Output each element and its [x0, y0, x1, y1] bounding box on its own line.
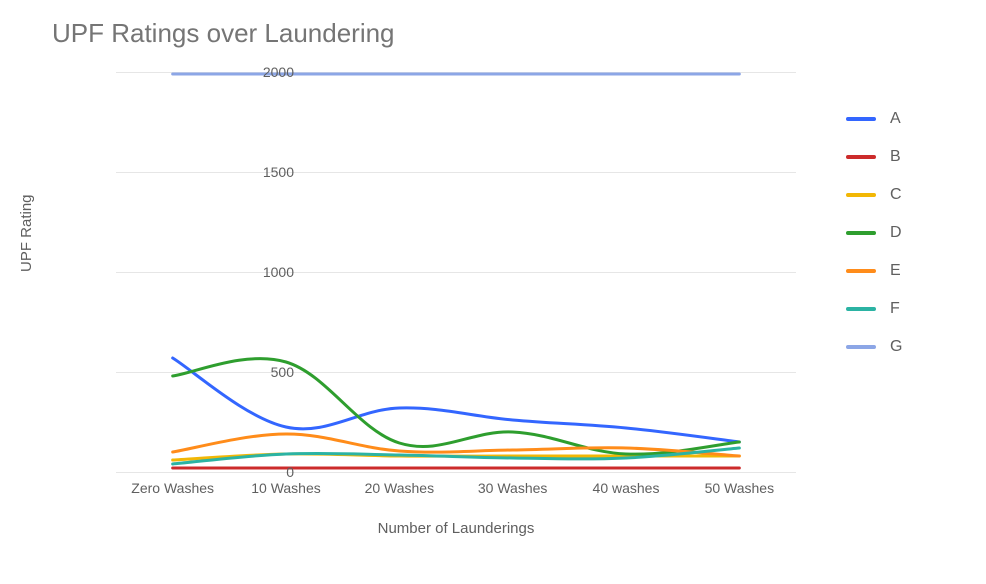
legend-label: B: [890, 148, 901, 166]
chart-lines-svg: [116, 72, 796, 472]
legend: A B C D E F G: [846, 110, 902, 356]
x-tick-label: 50 Washes: [705, 480, 775, 496]
legend-label: F: [890, 300, 900, 318]
x-tick-label: 10 Washes: [251, 480, 321, 496]
gridline: [116, 472, 796, 473]
x-tick-label: 20 Washes: [365, 480, 435, 496]
x-tick-label: 30 Washes: [478, 480, 548, 496]
legend-swatch: [846, 269, 876, 273]
legend-item-b[interactable]: B: [846, 148, 902, 166]
legend-label: E: [890, 262, 901, 280]
y-axis-title: UPF Rating: [18, 194, 35, 272]
legend-item-d[interactable]: D: [846, 224, 902, 242]
legend-item-a[interactable]: A: [846, 110, 902, 128]
legend-item-c[interactable]: C: [846, 186, 902, 204]
x-tick-label: Zero Washes: [131, 480, 214, 496]
legend-item-e[interactable]: E: [846, 262, 902, 280]
legend-swatch: [846, 307, 876, 311]
legend-swatch: [846, 155, 876, 159]
y-tick-label: 500: [234, 364, 294, 380]
y-tick-label: 1000: [234, 264, 294, 280]
y-tick-label: 2000: [234, 64, 294, 80]
chart-title: UPF Ratings over Laundering: [52, 18, 395, 49]
y-tick-label: 1500: [234, 164, 294, 180]
x-axis-title: Number of Launderings: [116, 520, 796, 537]
legend-label: C: [890, 186, 902, 204]
legend-label: D: [890, 224, 902, 242]
legend-swatch: [846, 231, 876, 235]
x-tick-label: 40 washes: [593, 480, 660, 496]
y-tick-label: 0: [234, 464, 294, 480]
legend-swatch: [846, 345, 876, 349]
legend-swatch: [846, 193, 876, 197]
legend-item-f[interactable]: F: [846, 300, 902, 318]
plot-area: Number of Launderings Zero Washes10 Wash…: [116, 72, 796, 472]
legend-label: G: [890, 338, 902, 356]
legend-item-g[interactable]: G: [846, 338, 902, 356]
legend-swatch: [846, 117, 876, 121]
legend-label: A: [890, 110, 901, 128]
